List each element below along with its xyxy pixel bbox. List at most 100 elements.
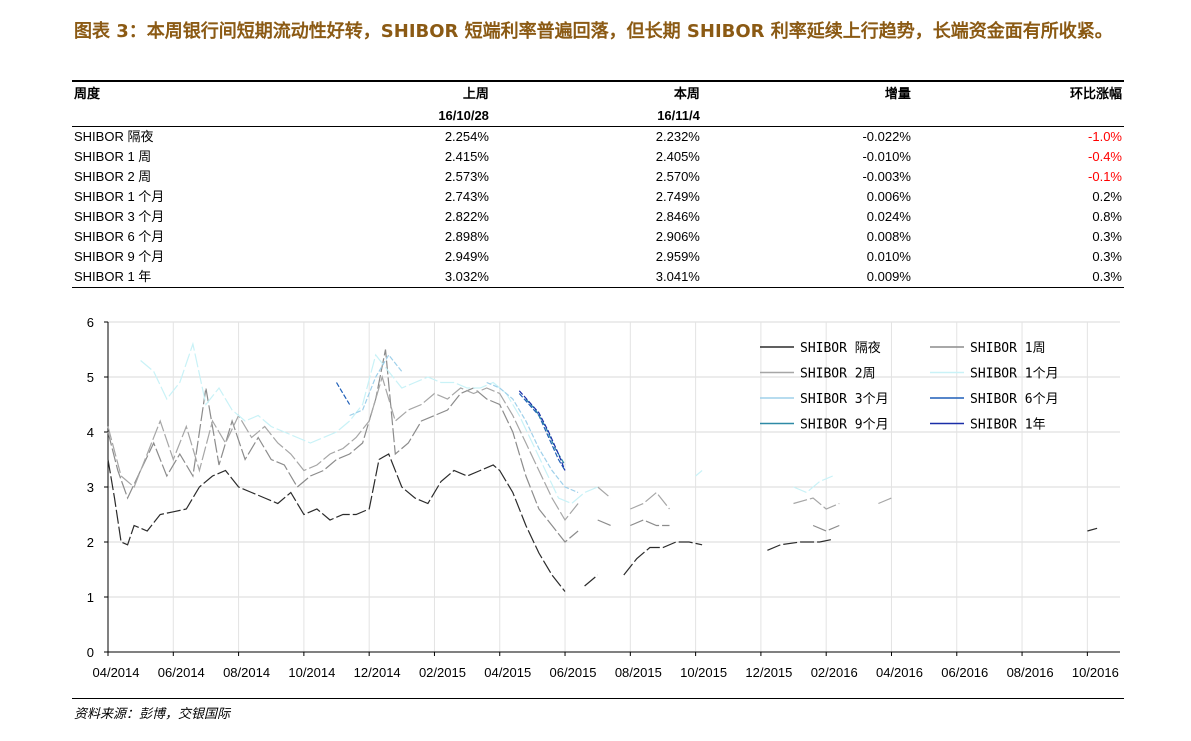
row-this-week: 2.846% xyxy=(655,209,700,224)
row-last-week: 2.573% xyxy=(444,169,489,184)
header-increment: 增量 xyxy=(884,86,911,101)
series-line xyxy=(107,374,892,522)
legend-label: SHIBOR 1年 xyxy=(970,418,1046,433)
row-increment: 0.008% xyxy=(866,229,911,244)
row-name: SHIBOR 隔夜 xyxy=(74,129,154,144)
row-increment: 0.009% xyxy=(701,267,913,288)
y-tick-label: 6 xyxy=(87,315,94,330)
table-row: SHIBOR 6 个月 2.898% 2.906% 0.008% 0.3% xyxy=(72,227,1124,247)
table-row: SHIBOR 9 个月 2.949% 2.959% 0.010% 0.3% xyxy=(72,247,1124,267)
row-wow-change: -1.0% xyxy=(1088,129,1122,144)
row-increment: -0.010% xyxy=(862,149,911,164)
series-line xyxy=(525,398,566,466)
y-tick-label: 2 xyxy=(87,535,94,550)
legend-label: SHIBOR 6个月 xyxy=(970,392,1059,407)
y-tick-label: 0 xyxy=(87,645,94,660)
header-period: 周度 xyxy=(74,86,101,101)
row-name: SHIBOR 2 周 xyxy=(74,169,152,184)
shibor-line-chart: 0 1 2 3 4 5 6 04/2014 06/2014 08/2014 10/2014 12/20… xyxy=(87,315,1120,680)
row-wow-change: 0.3% xyxy=(912,267,1124,288)
row-last-week: 2.254% xyxy=(444,129,489,144)
x-tick-label: 06/2016 xyxy=(941,665,988,680)
table-row: SHIBOR 2 周 2.573% 2.570% -0.003% -0.1% xyxy=(72,167,1124,187)
series-line xyxy=(518,390,566,471)
row-this-week: 2.959% xyxy=(655,249,700,264)
row-wow-change: 0.3% xyxy=(1092,249,1122,264)
row-this-week: 2.906% xyxy=(655,229,700,244)
row-increment: 0.024% xyxy=(866,209,911,224)
row-this-week: 2.749% xyxy=(655,189,700,204)
x-tick-label: 04/2014 xyxy=(93,665,140,680)
shibor-table: 周度 上周 本周 增量 环比涨幅 16/10/28 16/11/4 SHIBOR… xyxy=(72,82,1124,288)
row-last-week: 3.032% xyxy=(273,267,491,288)
row-name: SHIBOR 1 年 xyxy=(72,267,274,288)
series-line xyxy=(335,382,566,471)
row-wow-change: -0.4% xyxy=(1088,149,1122,164)
row-name: SHIBOR 3 个月 xyxy=(74,209,165,224)
x-tick-label: 06/2014 xyxy=(158,665,205,680)
row-last-week: 2.898% xyxy=(444,229,489,244)
date-last-week: 16/10/28 xyxy=(273,106,491,127)
x-tick-label: 08/2016 xyxy=(1007,665,1054,680)
legend-label: SHIBOR 1周 xyxy=(970,341,1046,356)
date-blank xyxy=(72,106,274,127)
row-this-week: 2.570% xyxy=(655,169,700,184)
table-row: SHIBOR 隔夜 2.254% 2.232% -0.022% -1.0% xyxy=(72,127,1124,148)
row-increment: -0.003% xyxy=(862,169,911,184)
legend-label: SHIBOR 1个月 xyxy=(970,367,1059,382)
table-date-row: 16/10/28 16/11/4 xyxy=(72,106,1124,127)
legend-label: SHIBOR 9个月 xyxy=(800,418,889,433)
table-header-row: 周度 上周 本周 增量 环比涨幅 xyxy=(72,82,1124,106)
table-row: SHIBOR 3 个月 2.822% 2.846% 0.024% 0.8% xyxy=(72,207,1124,227)
header-this-week: 本周 xyxy=(673,86,700,101)
y-tick-label: 4 xyxy=(87,425,94,440)
row-last-week: 2.822% xyxy=(444,209,489,224)
legend-label: SHIBOR 隔夜 xyxy=(800,341,881,356)
row-increment: 0.006% xyxy=(866,189,911,204)
row-name: SHIBOR 9 个月 xyxy=(74,249,165,264)
date-blank-2 xyxy=(701,106,913,127)
row-wow-change: 0.3% xyxy=(1092,229,1122,244)
row-wow-change: 0.8% xyxy=(1092,209,1122,224)
x-tick-label: 08/2014 xyxy=(223,665,270,680)
x-tick-label: 02/2016 xyxy=(811,665,858,680)
row-last-week: 2.743% xyxy=(444,189,489,204)
x-tick-label: 02/2015 xyxy=(419,665,466,680)
series-line xyxy=(108,350,1087,543)
x-tick-label: 04/2016 xyxy=(876,665,923,680)
row-name: SHIBOR 1 个月 xyxy=(74,189,165,204)
y-tick-label: 3 xyxy=(87,480,94,495)
row-this-week: 3.041% xyxy=(490,267,702,288)
x-tick-label: 10/2015 xyxy=(680,665,727,680)
x-tick-label: 10/2014 xyxy=(288,665,335,680)
date-blank-3 xyxy=(912,106,1124,127)
table-body: SHIBOR 隔夜 2.254% 2.232% -0.022% -1.0% SHIBOR … xyxy=(72,127,1124,288)
row-wow-change: 0.2% xyxy=(1092,189,1122,204)
series-line xyxy=(349,353,579,494)
series-line xyxy=(140,341,833,505)
table-top-rule xyxy=(72,80,1124,82)
chart-title: 图表 3：本周银行间短期流动性好转，SHIBOR 短端利率普遍回落，但长期 SH… xyxy=(74,21,1113,42)
table-row: SHIBOR 1 年 3.032% 3.041% 0.009% 0.3% xyxy=(72,267,1124,288)
source-note: 资料来源：彭博，交银国际 xyxy=(74,707,231,722)
y-tick-label: 1 xyxy=(87,590,94,605)
row-this-week: 2.232% xyxy=(655,129,700,144)
date-this-week: 16/11/4 xyxy=(490,106,702,127)
table-row: SHIBOR 1 周 2.415% 2.405% -0.010% -0.4% xyxy=(72,147,1124,167)
header-wow-change: 环比涨幅 xyxy=(1069,86,1122,101)
x-tick-label: 04/2015 xyxy=(484,665,531,680)
x-tick-label: 08/2015 xyxy=(615,665,662,680)
row-last-week: 2.949% xyxy=(444,249,489,264)
x-tick-label: 10/2016 xyxy=(1072,665,1119,680)
row-increment: -0.022% xyxy=(862,129,911,144)
x-tick-label: 06/2015 xyxy=(550,665,597,680)
header-last-week: 上周 xyxy=(462,86,489,101)
row-name: SHIBOR 6 个月 xyxy=(74,229,165,244)
series-line xyxy=(107,453,1098,592)
legend-label: SHIBOR 3个月 xyxy=(800,392,889,407)
row-wow-change: -0.1% xyxy=(1088,169,1122,184)
row-name: SHIBOR 1 周 xyxy=(74,149,152,164)
y-tick-label: 5 xyxy=(87,370,94,385)
row-this-week: 2.405% xyxy=(655,149,700,164)
source-rule xyxy=(72,698,1124,699)
